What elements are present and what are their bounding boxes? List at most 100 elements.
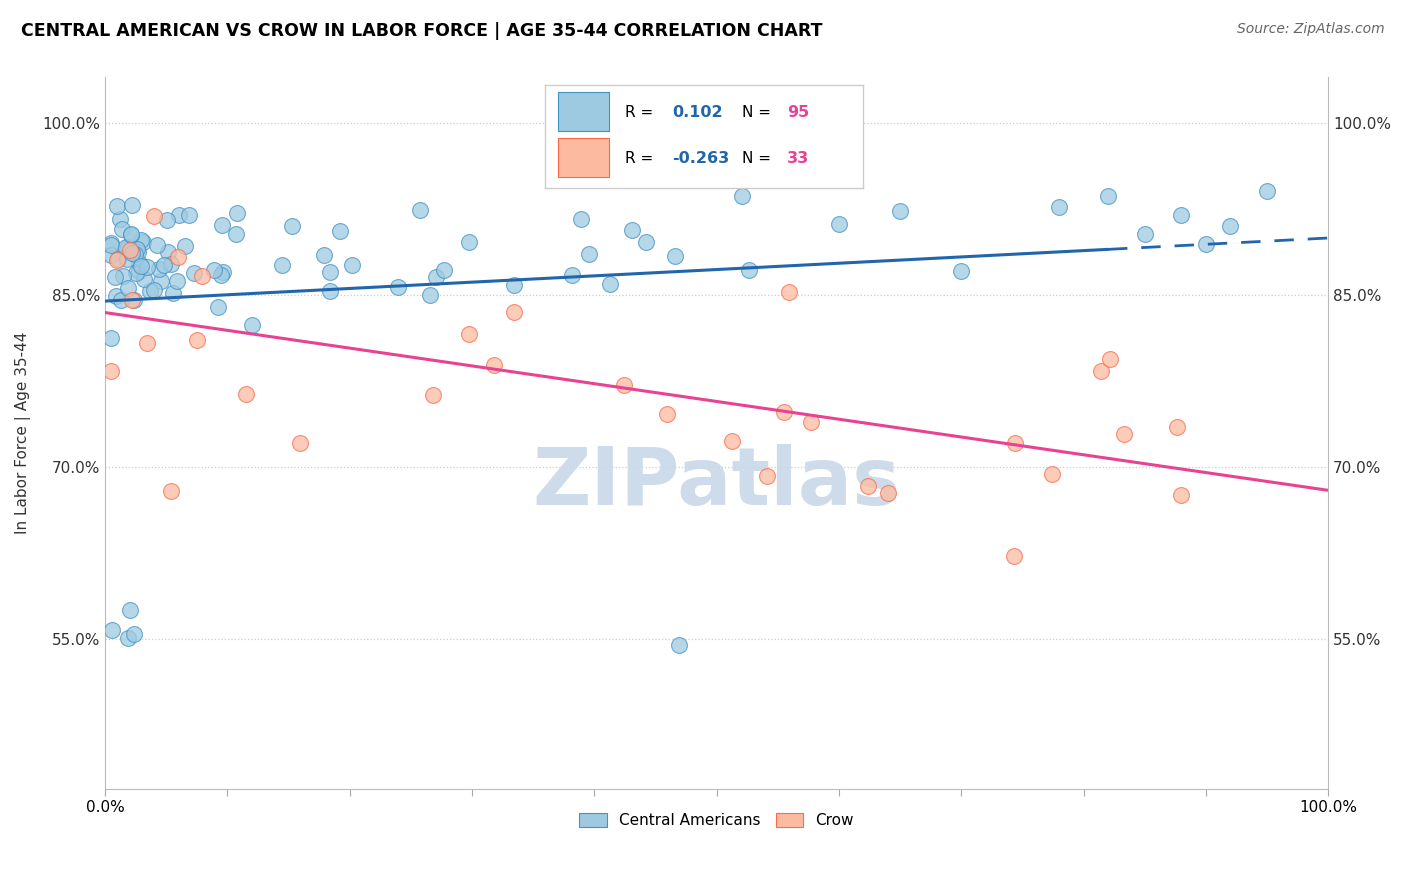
Point bbox=[117, 252, 139, 267]
Point bbox=[186, 334, 208, 348]
Legend: Central Americans, Crow: Central Americans, Crow bbox=[574, 806, 860, 834]
Point bbox=[120, 603, 142, 617]
Point bbox=[143, 283, 166, 297]
Point bbox=[1112, 427, 1135, 442]
Point bbox=[235, 387, 257, 401]
Text: CENTRAL AMERICAN VS CROW IN LABOR FORCE | AGE 35-44 CORRELATION CHART: CENTRAL AMERICAN VS CROW IN LABOR FORCE … bbox=[21, 22, 823, 40]
Point bbox=[120, 244, 142, 258]
Point bbox=[211, 218, 233, 232]
Point bbox=[135, 260, 157, 275]
Point bbox=[125, 242, 148, 256]
Point bbox=[117, 281, 139, 295]
Point bbox=[211, 265, 233, 279]
Point bbox=[156, 213, 179, 227]
Point bbox=[105, 199, 128, 213]
Point bbox=[121, 198, 143, 212]
Point bbox=[120, 228, 142, 243]
Point bbox=[122, 243, 145, 257]
Point bbox=[280, 219, 302, 233]
Point bbox=[409, 202, 432, 217]
Point bbox=[167, 208, 190, 222]
Point bbox=[318, 284, 340, 298]
Point bbox=[569, 212, 592, 227]
Point bbox=[160, 257, 183, 271]
Point bbox=[387, 280, 409, 294]
Point bbox=[166, 251, 188, 265]
Point bbox=[503, 305, 526, 319]
Point bbox=[148, 262, 170, 277]
Point bbox=[419, 288, 441, 302]
Point bbox=[738, 262, 761, 277]
Point bbox=[104, 269, 127, 284]
Point bbox=[800, 415, 823, 429]
Point bbox=[1040, 467, 1063, 482]
Point bbox=[173, 238, 195, 252]
Point bbox=[132, 235, 155, 250]
Point bbox=[105, 288, 128, 302]
Point bbox=[107, 252, 129, 266]
Point bbox=[240, 318, 263, 333]
Point bbox=[143, 209, 166, 223]
Point bbox=[1090, 364, 1112, 378]
Point bbox=[482, 358, 505, 372]
Point bbox=[132, 272, 155, 286]
Point bbox=[156, 244, 179, 259]
Point bbox=[100, 235, 122, 250]
Point bbox=[502, 278, 524, 293]
Point bbox=[125, 266, 148, 280]
Point bbox=[160, 484, 183, 499]
Point bbox=[117, 239, 139, 253]
Point bbox=[458, 327, 481, 342]
Point bbox=[115, 239, 138, 253]
Point bbox=[100, 364, 122, 378]
Point bbox=[634, 235, 657, 249]
Point bbox=[124, 293, 146, 307]
Point bbox=[110, 212, 132, 227]
Point bbox=[209, 268, 232, 283]
Point bbox=[1166, 419, 1188, 434]
Point bbox=[129, 259, 152, 273]
Point bbox=[422, 388, 444, 402]
Point bbox=[146, 238, 169, 252]
Point bbox=[433, 262, 456, 277]
Text: Source: ZipAtlas.com: Source: ZipAtlas.com bbox=[1237, 22, 1385, 37]
Point bbox=[1219, 219, 1241, 234]
Point bbox=[856, 478, 879, 492]
Point bbox=[127, 245, 149, 260]
Point bbox=[620, 223, 643, 237]
Point bbox=[950, 264, 973, 278]
Point bbox=[329, 224, 352, 238]
Point bbox=[1170, 488, 1192, 502]
Text: ZIPatlas: ZIPatlas bbox=[533, 443, 901, 522]
Point bbox=[1256, 184, 1278, 198]
Point bbox=[1097, 189, 1119, 203]
Point bbox=[100, 331, 122, 345]
Point bbox=[128, 264, 150, 278]
Point bbox=[121, 246, 143, 260]
Point bbox=[1099, 352, 1122, 367]
Point bbox=[149, 274, 172, 288]
Point bbox=[153, 258, 176, 272]
Point bbox=[877, 486, 900, 500]
Point bbox=[179, 208, 201, 222]
Point bbox=[613, 378, 636, 392]
Point bbox=[755, 468, 778, 483]
Point bbox=[129, 233, 152, 247]
Point bbox=[578, 247, 600, 261]
Point bbox=[828, 217, 851, 231]
Y-axis label: In Labor Force | Age 35-44: In Labor Force | Age 35-44 bbox=[15, 332, 31, 534]
Point bbox=[655, 407, 678, 421]
Point bbox=[744, 158, 766, 172]
Point bbox=[120, 227, 142, 241]
Point bbox=[1133, 227, 1156, 242]
Point bbox=[117, 631, 139, 645]
Point bbox=[458, 235, 481, 249]
Point bbox=[1047, 200, 1070, 214]
Point bbox=[425, 269, 447, 284]
Point bbox=[270, 258, 292, 272]
Point bbox=[190, 269, 212, 284]
Point bbox=[314, 248, 336, 262]
Point bbox=[112, 268, 135, 283]
Point bbox=[318, 265, 340, 279]
Point bbox=[207, 300, 229, 314]
